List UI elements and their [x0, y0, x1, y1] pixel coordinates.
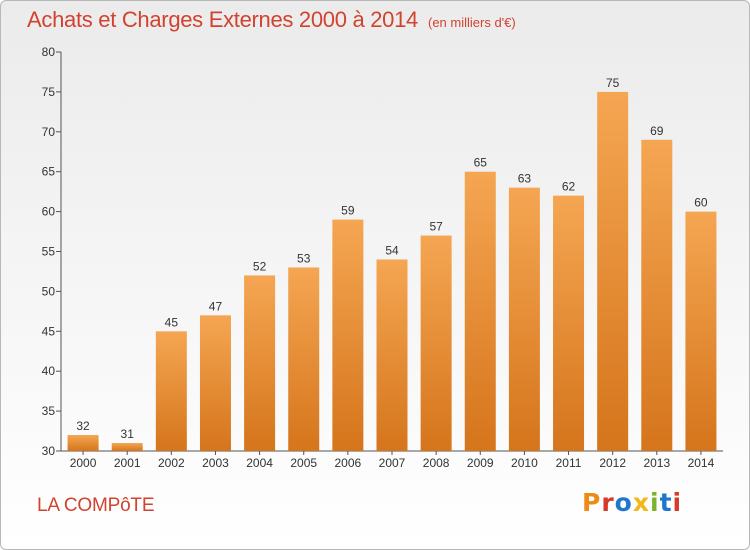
- bar-value-label: 31: [121, 427, 135, 441]
- y-tick-label: 45: [42, 324, 56, 338]
- x-tick-label: 2007: [379, 456, 406, 470]
- x-tick-label: 2006: [335, 456, 362, 470]
- x-tick-label: 2009: [467, 456, 494, 470]
- y-tick-label: 80: [42, 45, 56, 59]
- logo-letter: o: [614, 488, 633, 517]
- bar-2014: [685, 211, 717, 451]
- y-tick-label: 60: [42, 205, 56, 219]
- bar-value-label: 45: [165, 315, 179, 329]
- axes: 30 35 40 45 50 55 60 65 70 75 80 2000 2001 2002 2003 20…: [42, 45, 723, 470]
- y-tick-label: 70: [42, 125, 56, 139]
- chart-title: Achats et Charges Externes 2000 à 2014 (e…: [27, 7, 516, 33]
- y-tick-label: 55: [42, 245, 56, 259]
- y-tick-label: 30: [42, 444, 56, 458]
- y-tick-label: 50: [42, 284, 56, 298]
- proxiti-logo: Proxiti: [582, 488, 682, 517]
- bar-value-label: 52: [253, 259, 267, 273]
- logo-letter: t: [659, 488, 673, 517]
- bar-2012: [597, 91, 629, 452]
- x-tick-label: 2005: [290, 456, 317, 470]
- bar-value-label: 75: [606, 76, 620, 90]
- bar-2000: [67, 435, 99, 451]
- x-tick-label: 2012: [599, 456, 626, 470]
- bar-2009: [464, 171, 496, 451]
- bar-2013: [641, 139, 673, 451]
- bar-value-label: 65: [474, 156, 488, 170]
- x-tick-label: 2003: [202, 456, 229, 470]
- bar-value-label: 32: [76, 419, 90, 433]
- x-tick-label: 2001: [114, 456, 141, 470]
- bar-2010: [508, 187, 540, 451]
- chart-title-text: Achats et Charges Externes 2000 à 2014: [27, 7, 418, 32]
- logo-letter: i: [650, 488, 660, 517]
- x-tick-label: 2000: [70, 456, 97, 470]
- bar-2003: [199, 315, 231, 451]
- bar-2004: [244, 275, 276, 451]
- data-labels: 32 31 45 47 52 53 59 54 57 65 63 62 75 69 60: [76, 76, 708, 441]
- y-tick-label: 35: [42, 404, 56, 418]
- x-tick-label: 2010: [511, 456, 538, 470]
- bar-value-label: 47: [209, 299, 223, 313]
- bar-value-label: 63: [518, 172, 532, 186]
- bar-2006: [332, 219, 364, 451]
- bar-value-label: 60: [694, 196, 708, 210]
- bar-value-label: 69: [650, 124, 664, 138]
- bar-value-label: 54: [385, 243, 399, 257]
- commune-name: LA COMPôTE: [37, 495, 155, 516]
- chart-subtitle: (en milliers d'€): [427, 15, 516, 30]
- bar-value-label: 59: [341, 204, 355, 218]
- y-tick-label: 40: [42, 364, 56, 378]
- x-tick-label: 2008: [423, 456, 450, 470]
- x-tick-label: 2011: [556, 456, 582, 470]
- logo-letter: P: [582, 488, 602, 517]
- logo-letter: r: [601, 488, 615, 517]
- x-tick-label: 2004: [246, 456, 273, 470]
- bar-2001: [111, 443, 143, 451]
- bar-value-label: 57: [429, 220, 443, 234]
- bar-2008: [420, 235, 452, 451]
- bar-value-label: 62: [562, 180, 576, 194]
- bar-value-label: 53: [297, 251, 311, 265]
- bar-2011: [553, 195, 585, 451]
- bar-2002: [155, 331, 187, 451]
- x-tick-label: 2014: [688, 456, 715, 470]
- bar-2005: [288, 267, 320, 451]
- bar-2007: [376, 259, 408, 451]
- x-tick-label: 2002: [158, 456, 185, 470]
- logo-letter: x: [632, 488, 650, 517]
- logo-letter: i: [672, 488, 683, 517]
- y-tick-label: 75: [42, 85, 56, 99]
- bars: [67, 91, 717, 452]
- x-tick-label: 2013: [643, 456, 670, 470]
- y-tick-label: 65: [42, 165, 56, 179]
